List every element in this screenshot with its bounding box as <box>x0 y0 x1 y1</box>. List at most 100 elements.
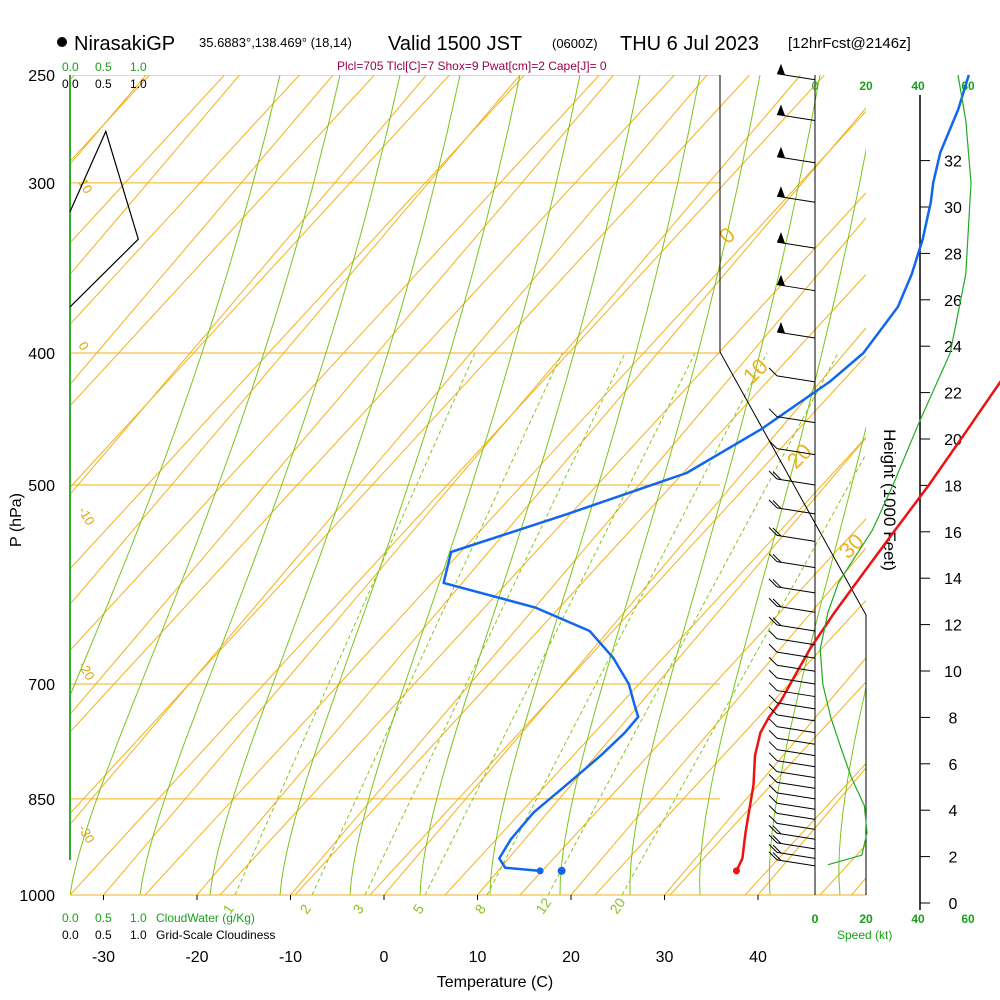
mixing-ratio-label: 20 <box>606 895 628 917</box>
cloudwater-bottom-tick: 1.0 <box>130 911 147 925</box>
wind-barb-staff <box>776 241 816 249</box>
temperature-tick-label: 40 <box>749 949 767 966</box>
height-tick-label: 22 <box>944 386 962 403</box>
wind-barb-staff <box>776 478 816 486</box>
wind-barb-staff <box>776 851 816 859</box>
cloudiness-bottom-tick: 1.0 <box>130 928 147 942</box>
temperature-tick-label: -10 <box>279 949 302 966</box>
isotherm-line <box>570 547 866 895</box>
height-tick-label: 16 <box>944 525 962 542</box>
wind-barb-feather <box>772 835 782 844</box>
wind-barb-staff <box>776 771 816 779</box>
moist-adiabat-line <box>419 75 641 895</box>
moist-adiabat-line <box>70 75 281 697</box>
pressure-tick-label: 500 <box>28 478 55 495</box>
isotherm-label: -20 <box>75 659 97 683</box>
wind-barb-feather <box>768 824 778 834</box>
cloudiness-bottom-tick: 0.0 <box>62 928 79 942</box>
wind-barb-feather <box>772 617 782 626</box>
mixing-ratio-line <box>424 352 696 895</box>
dry-adiabat-label: 10 <box>738 354 773 389</box>
wind-barb-staff <box>776 448 816 456</box>
wind-barb-staff <box>776 781 816 789</box>
wind-barb-staff <box>776 331 816 339</box>
wind-barb-feather <box>772 852 782 861</box>
temperature-tick-label: 10 <box>469 949 487 966</box>
temperature-tick-label: -20 <box>185 949 208 966</box>
speed-scale: Speed (kt) <box>837 928 892 942</box>
wind-barb-feather <box>768 669 778 679</box>
dry-adiabat-label: 20 <box>782 439 817 474</box>
height-tick-label: 32 <box>944 154 962 171</box>
isotherm-line <box>383 327 866 895</box>
wind-barb-feather <box>768 763 778 772</box>
dry-adiabat-line <box>70 75 450 489</box>
speed-black-tick-label: 0 <box>812 912 819 926</box>
wind-barb-staff <box>776 534 816 542</box>
dry-adiabat-line <box>369 355 866 895</box>
wind-barb-feather <box>772 579 782 588</box>
height-tick-label: 10 <box>944 664 962 681</box>
cloudwater-bottom-tick: 0.5 <box>95 911 112 925</box>
x-axis-title: Temperature (C) <box>437 974 553 991</box>
dry-adiabat-line <box>669 681 866 895</box>
dry-adiabat-line <box>594 599 866 895</box>
wind-barb-staff <box>776 749 816 757</box>
isotherm-label: -30 <box>75 822 97 846</box>
mixing-ratio-line <box>234 352 476 895</box>
stability-indices: Plcl=705 Tlcl[C]=7 Shox=9 Pwat[cm]=2 Cap… <box>337 59 607 73</box>
wind-barb-staff <box>776 760 816 768</box>
cloudwater-top-tick: 0.0 <box>62 60 79 74</box>
temperature-tick-label: -30 <box>92 949 115 966</box>
mixing-ratio-line <box>621 453 866 895</box>
cloudiness-profile-line <box>69 129 139 308</box>
wind-barb-feather <box>768 643 778 653</box>
wind-barb-staff <box>776 507 816 515</box>
y-axis-title: P (hPa) <box>8 493 25 547</box>
temperature-tick-label: 20 <box>562 949 580 966</box>
moist-adiabat-line <box>70 75 341 895</box>
valid-time-utc: (0600Z) <box>552 36 598 51</box>
cloudwater-top-tick: 0.5 <box>95 60 112 74</box>
wind-barb-feather <box>768 616 778 626</box>
dewpoint-profile-line <box>442 74 970 873</box>
mixing-ratio-line <box>547 352 839 895</box>
parcel-dot <box>557 866 566 875</box>
moist-adiabat-line <box>139 75 401 895</box>
height-tick-label: 28 <box>944 246 962 263</box>
wind-barb-staff <box>776 561 816 569</box>
moist-adiabat-line <box>559 75 761 895</box>
isotherm-label: -10 <box>75 504 97 528</box>
height-tick-label: 12 <box>944 618 962 635</box>
wind-barb-feather <box>768 630 778 640</box>
pressure-tick-label: 400 <box>28 346 55 363</box>
wind-barb-staff <box>776 726 816 734</box>
wind-barb-feather <box>772 471 782 480</box>
wind-barb-staff <box>776 792 816 800</box>
speed-green-tick-label: 60 <box>961 912 975 926</box>
wind-barb-feather <box>768 805 778 814</box>
isotherm-line <box>70 75 240 276</box>
mixing-ratio-label: 12 <box>532 895 554 917</box>
height-tick-label: 18 <box>944 478 962 495</box>
wind-barb-staff <box>776 664 816 672</box>
moist-adiabat-line <box>209 75 461 895</box>
wind-barb-flag <box>777 146 785 158</box>
isotherm-line <box>70 75 427 496</box>
wind-barb-feather <box>768 844 778 853</box>
wind-barb-flag <box>777 274 785 286</box>
moist-adiabat-line <box>838 685 866 895</box>
surface-temperature-dot <box>732 867 740 875</box>
wind-barb-flag <box>777 186 785 198</box>
wind-barb-staff <box>776 375 816 383</box>
wind-barb-feather <box>768 527 778 536</box>
speed-label: Speed (kt) <box>837 928 892 942</box>
speed-black-tick-label: 20 <box>859 912 873 926</box>
station-location: 35.6883°,138.469° (18,14) <box>199 35 352 50</box>
dry-adiabat-line <box>70 75 825 895</box>
dry-adiabat-line <box>70 75 225 244</box>
wind-barb-feather <box>772 553 782 563</box>
mixing-ratio-line <box>311 352 563 895</box>
station-marker-icon <box>57 37 67 47</box>
